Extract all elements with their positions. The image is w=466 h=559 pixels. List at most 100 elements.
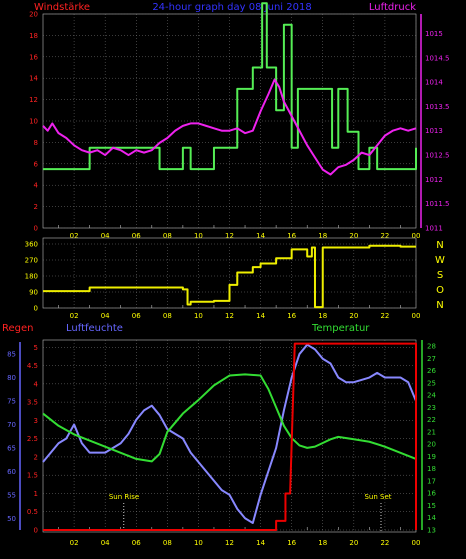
temperature-tick-label: 20 — [427, 441, 436, 449]
pressure-line — [42, 78, 417, 176]
temperature-line — [42, 373, 417, 463]
rain-tick-label: 1.5 — [27, 472, 38, 480]
top-panel: Windstärke 24-hour graph day 08 Juni 201… — [29, 2, 449, 240]
wind-speed-tick-label: 0 — [34, 225, 38, 233]
x-tick-label: 16 — [287, 312, 296, 320]
rain-tick-label: 0.5 — [27, 508, 38, 516]
sunrise-label: Sun Rise — [109, 493, 139, 501]
rain-axis-title: Regen — [2, 323, 34, 334]
rain-tick-label: 2 — [34, 453, 38, 461]
compass-label: S — [437, 270, 443, 281]
x-tick-label: 04 — [101, 539, 110, 547]
humidity-tick-label: 50 — [7, 515, 16, 523]
x-tick-label: 00 — [412, 312, 421, 320]
wind-direction-tick-label: 0 — [34, 305, 38, 313]
x-tick-label: 20 — [349, 232, 358, 240]
temperature-tick-label: 21 — [427, 428, 436, 436]
temperature-axis: 13 14 15 16 17 18 19 20 21 22 23 24 25 26 27 28 — [421, 340, 436, 535]
x-tick-label: 04 — [101, 232, 110, 240]
top-gridlines — [43, 13, 417, 229]
rain-line — [43, 342, 417, 531]
top-time-axis: 02 04 06 08 10 12 14 16 18 20 22 00 — [70, 232, 421, 240]
x-tick-label: 18 — [318, 539, 327, 547]
humidity-tick-label: 85 — [7, 351, 16, 359]
pressure-axis: 1011 1011.5 1012 1012.5 1013 1013.5 1014 1014.5… — [420, 14, 450, 233]
rain-tick-label: 4 — [34, 380, 39, 388]
pressure-tick-label: 1011 — [425, 225, 443, 233]
temperature-tick-label: 16 — [427, 490, 436, 498]
wind-speed-axis: 0 2 4 6 8 10 12 14 16 18 20 — [29, 11, 38, 233]
temperature-tick-label: 26 — [427, 367, 436, 375]
wind-speed-tick-label: 18 — [29, 32, 38, 40]
humidity-line — [42, 343, 417, 524]
wind-speed-tick-label: 2 — [34, 203, 38, 211]
rain-tick-label: 3.5 — [27, 399, 38, 407]
x-tick-label: 14 — [256, 312, 265, 320]
rain-axis: 0 0.5 1 1.5 2 2.5 3 3.5 4 4.5 5 — [27, 344, 39, 535]
wind-direction-tick-label: 360 — [25, 241, 38, 249]
x-tick-label: 20 — [349, 539, 358, 547]
temperature-tick-label: 14 — [427, 514, 436, 522]
middle-time-axis: 02 04 06 08 10 12 14 16 18 20 22 00 — [70, 312, 421, 320]
pressure-tick-label: 1015 — [425, 30, 443, 38]
humidity-tick-label: 55 — [7, 491, 16, 499]
x-tick-label: 12 — [225, 232, 234, 240]
bottom-series — [42, 342, 417, 531]
bottom-panel: Regen Luftfeuchte Temperatur 0 0.5 1 1.5 2 2.… — [2, 323, 436, 547]
wind-speed-tick-label: 6 — [34, 160, 39, 168]
x-tick-label: 10 — [194, 539, 203, 547]
x-tick-label: 10 — [194, 312, 203, 320]
x-tick-label: 18 — [318, 232, 327, 240]
x-tick-label: 14 — [256, 232, 265, 240]
x-tick-label: 14 — [256, 539, 265, 547]
x-tick-label: 06 — [132, 232, 141, 240]
wind-direction-tick-label: 180 — [25, 273, 38, 281]
x-tick-label: 08 — [163, 232, 172, 240]
temperature-tick-label: 13 — [427, 527, 436, 535]
temperature-tick-label: 15 — [427, 502, 436, 510]
temperature-tick-label: 19 — [427, 453, 436, 461]
pressure-axis-title: Luftdruck — [369, 2, 416, 13]
pressure-tick-label: 1013.5 — [425, 103, 450, 111]
wind-speed-line — [43, 2, 417, 171]
x-tick-label: 00 — [412, 539, 421, 547]
humidity-tick-label: 80 — [7, 374, 16, 382]
x-tick-label: 16 — [287, 232, 296, 240]
rain-tick-label: 5 — [34, 344, 38, 352]
temperature-tick-label: 25 — [427, 379, 436, 387]
humidity-tick-label: 65 — [7, 444, 16, 452]
x-tick-label: 02 — [70, 312, 79, 320]
wind-direction-tick-label: 90 — [29, 289, 38, 297]
temperature-tick-label: 18 — [427, 465, 436, 473]
x-tick-label: 08 — [163, 312, 172, 320]
x-tick-label: 20 — [349, 312, 358, 320]
humidity-axis-title: Luftfeuchte — [66, 323, 123, 334]
temperature-tick-label: 17 — [427, 477, 436, 485]
sunset-label: Sun Set — [364, 493, 391, 501]
temperature-tick-label: 23 — [427, 404, 436, 412]
rain-tick-label: 0 — [34, 527, 38, 535]
rain-tick-label: 3 — [34, 417, 38, 425]
x-tick-label: 00 — [412, 232, 421, 240]
humidity-axis: 50 55 60 65 70 75 80 85 — [7, 351, 16, 523]
compass-label: N — [436, 300, 443, 311]
pressure-tick-label: 1014.5 — [425, 54, 450, 62]
compass-label: N — [436, 240, 443, 251]
compass-label: W — [435, 255, 445, 266]
x-tick-label: 10 — [194, 232, 203, 240]
humidity-tick-label: 70 — [7, 421, 16, 429]
x-tick-label: 12 — [225, 312, 234, 320]
wind-speed-tick-label: 14 — [29, 75, 38, 83]
middle-series — [43, 244, 416, 309]
x-tick-label: 06 — [132, 539, 141, 547]
pressure-tick-label: 1014 — [425, 79, 443, 87]
pressure-tick-label: 1013 — [425, 127, 443, 135]
x-tick-label: 12 — [225, 539, 234, 547]
temperature-tick-label: 24 — [427, 392, 436, 400]
temperature-axis-title: Temperatur — [311, 323, 370, 334]
wind-speed-tick-label: 16 — [29, 53, 38, 61]
rain-tick-label: 4.5 — [27, 362, 38, 370]
wind-speed-axis-title: Windstärke — [34, 2, 90, 13]
